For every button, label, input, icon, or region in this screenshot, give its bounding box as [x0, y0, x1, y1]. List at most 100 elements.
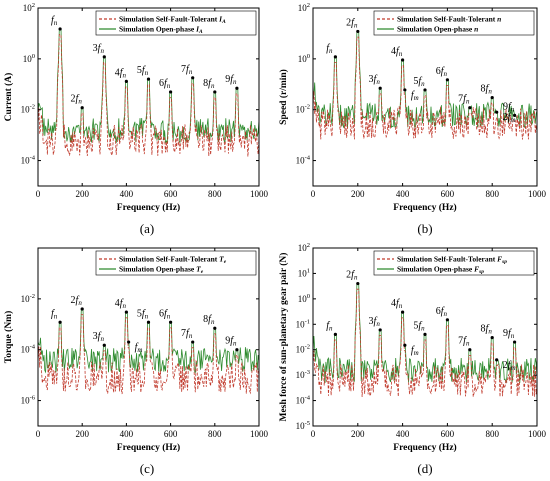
- peak-label: 2fm: [503, 112, 516, 124]
- y-axis-label: Mesh force of sun-planetary gear pair (N…: [278, 253, 289, 422]
- peak-marker: [191, 76, 195, 80]
- peak-label: 5fn: [413, 320, 425, 332]
- x-axis-label: Frequency (Hz): [393, 442, 456, 453]
- peak-label: 8fn: [481, 324, 493, 336]
- peak-label: fm: [135, 342, 143, 354]
- legend-entry: Simulation Open-phase IA: [119, 25, 203, 36]
- peak-label: 5fn: [413, 76, 425, 88]
- peak-marker: [356, 29, 360, 34]
- peak-marker: [213, 326, 217, 330]
- peak-marker: [146, 320, 151, 324]
- x-tick-label: 400: [120, 189, 134, 199]
- peak-label: 7fn: [458, 336, 470, 348]
- peak-marker: [169, 320, 173, 324]
- peak-marker: [403, 88, 407, 92]
- peak-marker: [169, 90, 173, 94]
- y-tick-label: 100: [298, 293, 310, 304]
- peak-label: 3fn: [93, 331, 105, 343]
- peak-marker: [378, 328, 382, 332]
- x-tick-label: 600: [164, 189, 178, 199]
- peak-marker: [58, 320, 62, 324]
- x-tick-label: 600: [164, 429, 178, 439]
- peak-label: 3fn: [369, 74, 381, 86]
- legend-entry: Simulation Self-Fault-Tolerant Fsp: [397, 255, 507, 266]
- chart-panel-4: fn 2fn 3fn 4fn fm 5fn 6fn 7fn 8fn 2fm 9fn 0 200 400 60…: [278, 242, 547, 476]
- y-tick-label: 10-3: [296, 369, 310, 380]
- peak-marker: [468, 106, 472, 110]
- x-tick-label: 0: [311, 429, 316, 439]
- peak-marker: [80, 307, 84, 311]
- peak-marker: [495, 110, 499, 114]
- peak-label: 7fn: [458, 94, 470, 106]
- plot-frame: [37, 7, 260, 187]
- plot-frame: [37, 247, 260, 427]
- y-axis-label: Speed (r/min): [278, 69, 289, 125]
- peak-marker: [102, 55, 106, 59]
- series-self-fault-tolerant: [38, 314, 259, 395]
- peak-label: 2fn: [71, 295, 83, 307]
- panel-caption: (b): [417, 221, 432, 236]
- x-axis-label: Frequency (Hz): [393, 202, 456, 213]
- x-tick-label: 0: [36, 189, 41, 199]
- peak-label: 7fn: [181, 64, 193, 76]
- y-tick-label: 102: [23, 2, 35, 13]
- peak-label: fm: [411, 345, 419, 357]
- x-axis-label: Frequency (Hz): [117, 442, 180, 453]
- peak-marker: [235, 348, 239, 352]
- x-tick-label: 400: [120, 429, 134, 439]
- chart-panel-3: fn 2fn 3fn 4fn fm 5fn 6fn 7fn 8fn 9fn 0 200 400 600 80…: [3, 247, 269, 476]
- y-tick-label: 10-2: [21, 293, 35, 304]
- legend-entry: Simulation Open-phase Te: [119, 265, 204, 276]
- peak-marker: [513, 113, 517, 117]
- peak-label: 9fn: [503, 101, 515, 113]
- peak-label: fm: [411, 90, 419, 102]
- x-tick-label: 0: [36, 429, 41, 439]
- peak-marker: [401, 310, 405, 314]
- series-self-fault-tolerant: [313, 288, 537, 398]
- plot-frame: [312, 247, 538, 427]
- peak-marker: [333, 55, 337, 59]
- peak-label: 3fn: [369, 316, 381, 328]
- y-tick-label: 102: [298, 2, 310, 13]
- y-tick-label: 10-6: [21, 395, 36, 406]
- y-tick-label: 10-4: [21, 344, 36, 355]
- peak-label: 8fn: [203, 78, 215, 90]
- peak-marker: [213, 90, 217, 94]
- peak-label: 6fn: [159, 78, 171, 90]
- peak-marker: [235, 86, 239, 90]
- peak-marker: [423, 88, 427, 92]
- panel-caption: (a): [140, 221, 154, 236]
- y-axis-label: Current (A): [3, 73, 14, 122]
- x-tick-label: 800: [208, 189, 222, 199]
- legend-entry: Simulation Self-Fault-Tolerant IA: [119, 15, 226, 26]
- legend: Simulation Self-Fault-Tolerant FspSimula…: [373, 250, 535, 276]
- peak-label: 7fn: [181, 328, 193, 340]
- peak-marker: [146, 77, 151, 81]
- y-tick-label: 10-1: [296, 318, 310, 329]
- peak-label: 4fn: [115, 67, 127, 79]
- x-tick-label: 200: [75, 429, 89, 439]
- peak-label: 5fn: [137, 65, 149, 77]
- legend-entry: Simulation Self-Fault-Tolerant Te: [119, 255, 227, 266]
- peak-label: 9fn: [503, 328, 515, 340]
- x-tick-label: 200: [351, 189, 365, 199]
- legend: Simulation Self-Fault-Tolerant IASimulat…: [95, 10, 257, 36]
- y-axis-label: Torque (Nm): [3, 311, 14, 364]
- x-tick-label: 1000: [528, 429, 547, 439]
- peak-label: 5fn: [137, 308, 149, 320]
- x-tick-label: 800: [208, 429, 222, 439]
- legend-entry: Simulation Open-phase n: [397, 25, 478, 34]
- peak-label: 9fn: [225, 74, 237, 86]
- peak-label: 6fn: [159, 308, 171, 320]
- series-open-phase: [38, 28, 259, 145]
- y-tick-label: 10-4: [296, 155, 311, 166]
- peak-marker: [401, 58, 405, 62]
- peak-label: 6fn: [436, 306, 448, 318]
- x-axis-label: Frequency (Hz): [117, 202, 180, 213]
- peak-label: 3fn: [93, 43, 105, 55]
- x-tick-label: 400: [396, 429, 410, 439]
- legend-entry: Simulation Self-Fault-Tolerant n: [397, 15, 501, 24]
- x-tick-label: 600: [441, 189, 455, 199]
- peak-marker: [495, 358, 499, 362]
